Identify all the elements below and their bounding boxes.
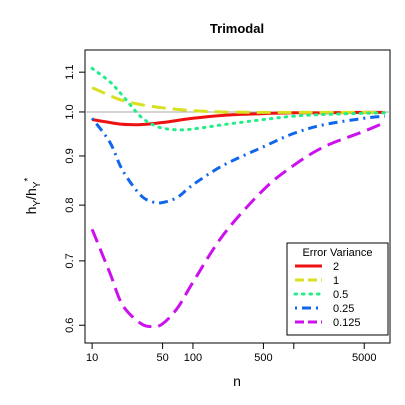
legend-box [286, 242, 389, 336]
series-line-0.5 [90, 66, 387, 132]
x-tick-label: 50 [156, 352, 168, 364]
series-line-1 [91, 86, 385, 114]
legend-items: 2 1 0.5 0.25 0.125 [293, 261, 361, 329]
y-tick-label: 0.6 [64, 318, 76, 333]
y-tick-label: 0.8 [64, 197, 76, 212]
x-tick-label: 100 [184, 352, 202, 364]
chart-title: Trimodal [210, 21, 264, 36]
y-title-main: h [23, 207, 39, 215]
plot-frame [84, 49, 391, 344]
legend-label: 0.125 [333, 317, 361, 329]
y-tick-label: 0.7 [64, 253, 76, 268]
y-axis-title: hY/hY* [23, 178, 43, 215]
legend-label: 0.25 [333, 303, 354, 315]
series-layer [90, 66, 387, 329]
legend-title: Error Variance [302, 247, 372, 259]
y-title-slash: / [23, 196, 39, 200]
legend-label: 1 [333, 275, 339, 287]
y-axis: 0.6 0.7 0.8 0.9 1.0 1.1 [64, 65, 85, 333]
series-line-0.25 [90, 114, 385, 205]
y-tick-label: 0.9 [64, 148, 76, 163]
x-axis-title: n [233, 373, 241, 389]
y-title-den-sub: Y [32, 181, 43, 188]
legend-label: 0.5 [333, 289, 348, 301]
y-title-sub: Y [32, 200, 43, 207]
x-axis: 10 50 100 500 5000 [86, 343, 377, 364]
y-title-den-main: h [23, 188, 39, 196]
x-tick-label: 5000 [352, 352, 376, 364]
y-tick-label: 1.1 [64, 65, 76, 80]
legend: Error Variance 2 1 0.5 0.25 0.125 [286, 242, 389, 336]
x-tick-label: 10 [86, 352, 98, 364]
x-tick-label: 500 [254, 352, 272, 364]
legend-label: 2 [333, 261, 339, 273]
series-line-0.125 [90, 121, 386, 329]
series-line-2 [91, 110, 385, 127]
y-title-den-sup: * [23, 178, 34, 182]
y-tick-label: 1.0 [64, 104, 76, 119]
